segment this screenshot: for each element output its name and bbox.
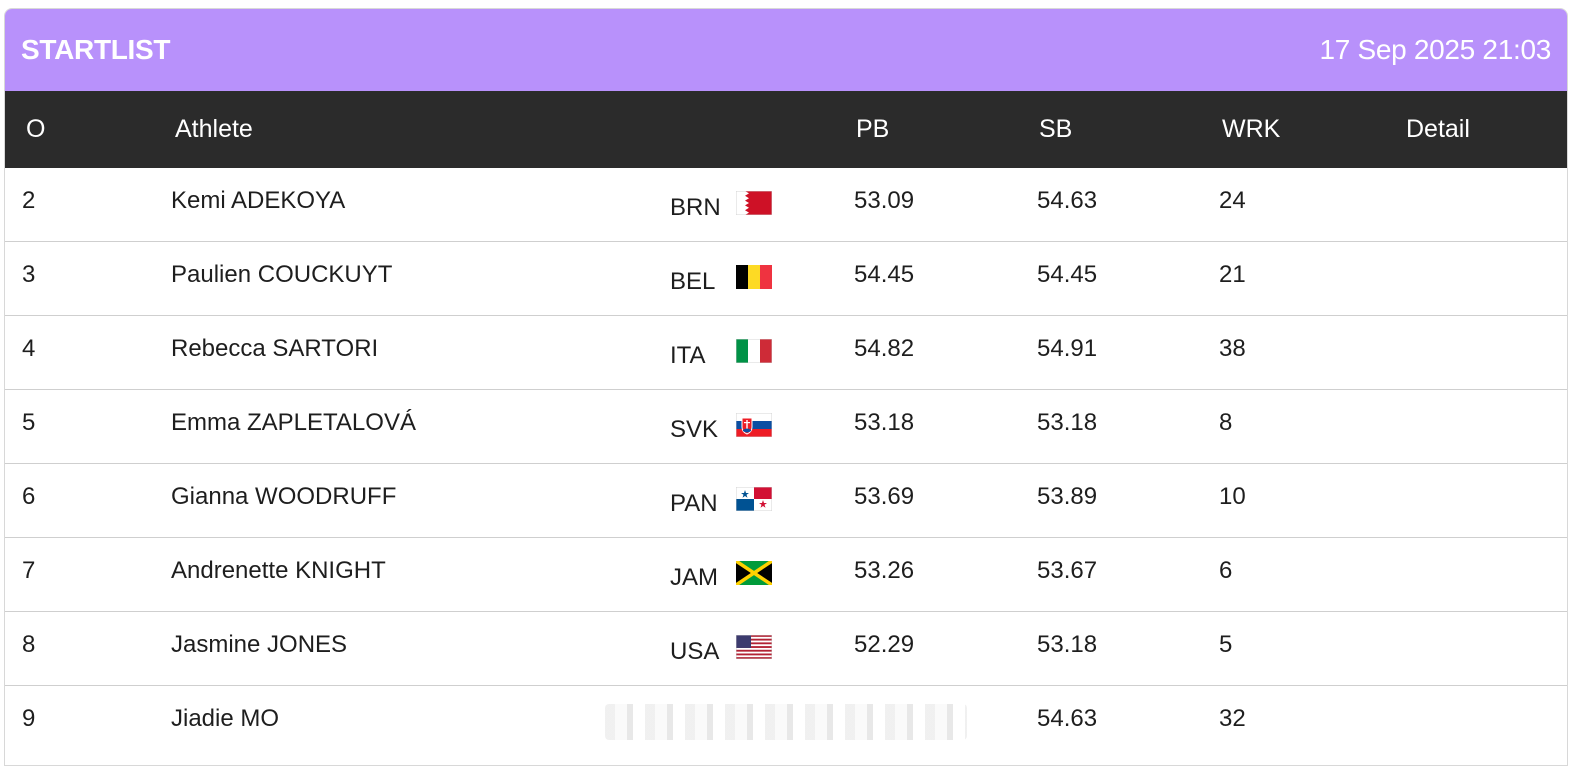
table-row: 2 Kemi ADEKOYA BRN 53.09 54.63 24 <box>5 168 1567 242</box>
nationality-code: BEL <box>670 268 716 295</box>
pb-cell: 54.45 <box>854 261 915 288</box>
wrk-cell: 8 <box>1219 409 1233 436</box>
table-body: 2 Kemi ADEKOYA BRN 53.09 54.63 24 3 Paul… <box>5 168 1567 760</box>
athlete-name: Andrenette KNIGHT <box>171 557 386 584</box>
title-bar: STARTLIST 17 Sep 2025 21:03 <box>5 9 1567 91</box>
nationality-code: PAN <box>670 490 718 517</box>
table-row: 5 Emma ZAPLETALOVÁ SVK 53.18 53.18 8 <box>5 390 1567 464</box>
order-cell: 4 <box>22 335 36 362</box>
italy-flag-icon <box>736 339 772 363</box>
athlete-name: Gianna WOODRUFF <box>171 483 397 510</box>
table-row: 8 Jasmine JONES USA 52.29 53.18 5 <box>5 612 1567 686</box>
order-cell: 8 <box>22 631 36 658</box>
sb-cell: 54.45 <box>1037 261 1098 288</box>
nationality-code: BRN <box>670 194 721 221</box>
obscured-area <box>605 704 967 740</box>
table-row: 3 Paulien COUCKUYT BEL 54.45 54.45 21 <box>5 242 1567 316</box>
order-cell: 9 <box>22 705 36 732</box>
column-header-sb: SB <box>1039 115 1073 143</box>
column-header-wrk: WRK <box>1222 115 1281 143</box>
wrk-cell: 24 <box>1219 187 1246 214</box>
column-header-pb: PB <box>856 115 890 143</box>
page-title: STARTLIST <box>21 34 171 65</box>
order-cell: 6 <box>22 483 36 510</box>
nationality-code: SVK <box>670 416 719 443</box>
order-cell: 3 <box>22 261 36 288</box>
wrk-cell: 21 <box>1219 261 1246 288</box>
datetime-label: 17 Sep 2025 21:03 <box>1319 34 1551 65</box>
athlete-name: Emma ZAPLETALOVÁ <box>171 409 416 436</box>
jamaica-flag-icon <box>736 561 772 585</box>
belgium-flag-icon <box>736 265 772 289</box>
athlete-name: Kemi ADEKOYA <box>171 187 346 214</box>
column-header-athlete: Athlete <box>175 115 253 143</box>
wrk-cell: 32 <box>1219 705 1246 732</box>
sb-cell: 53.18 <box>1037 631 1098 658</box>
athlete-name: Rebecca SARTORI <box>171 335 379 362</box>
sb-cell: 54.91 <box>1037 335 1098 362</box>
athlete-name: Jiadie MO <box>171 705 280 732</box>
wrk-cell: 38 <box>1219 335 1246 362</box>
table-row: 4 Rebecca SARTORI ITA 54.82 54.91 38 <box>5 316 1567 390</box>
athlete-name: Paulien COUCKUYT <box>171 261 393 288</box>
table-row: 7 Andrenette KNIGHT JAM 53.26 53.67 6 <box>5 538 1567 612</box>
bahrain-flag-icon <box>736 191 772 215</box>
pb-cell: 53.69 <box>854 483 915 510</box>
sb-cell: 54.63 <box>1037 187 1098 214</box>
order-cell: 2 <box>22 187 36 214</box>
order-cell: 7 <box>22 557 36 584</box>
startlist-panel: STARTLIST 17 Sep 2025 21:03 O Athlete PB… <box>4 8 1568 766</box>
table-header: O Athlete PB SB WRK Detail <box>5 91 1567 168</box>
pb-cell: 54.82 <box>854 335 915 362</box>
table-row: 6 Gianna WOODRUFF PAN 53.69 53.89 10 <box>5 464 1567 538</box>
sb-cell: 53.89 <box>1037 483 1098 510</box>
nationality-code: ITA <box>670 342 706 369</box>
sb-cell: 53.67 <box>1037 557 1098 584</box>
wrk-cell: 6 <box>1219 557 1233 584</box>
pb-cell: 53.09 <box>854 187 915 214</box>
sb-cell: 53.18 <box>1037 409 1098 436</box>
sb-cell: 54.63 <box>1037 705 1098 732</box>
nationality-code: USA <box>670 638 720 665</box>
pb-cell: 52.29 <box>854 631 915 658</box>
slovakia-flag-icon <box>736 413 772 437</box>
order-cell: 5 <box>22 409 36 436</box>
usa-flag-icon <box>736 635 772 659</box>
column-header-detail: Detail <box>1406 115 1470 143</box>
pb-cell: 53.18 <box>854 409 915 436</box>
column-header-order: O <box>26 115 46 143</box>
wrk-cell: 5 <box>1219 631 1233 658</box>
panama-flag-icon <box>736 487 772 511</box>
athlete-name: Jasmine JONES <box>171 631 348 658</box>
wrk-cell: 10 <box>1219 483 1246 510</box>
nationality-code: JAM <box>670 564 718 591</box>
pb-cell: 53.26 <box>854 557 915 584</box>
table-row: 9 Jiadie MO 54.63 32 <box>5 686 1567 760</box>
